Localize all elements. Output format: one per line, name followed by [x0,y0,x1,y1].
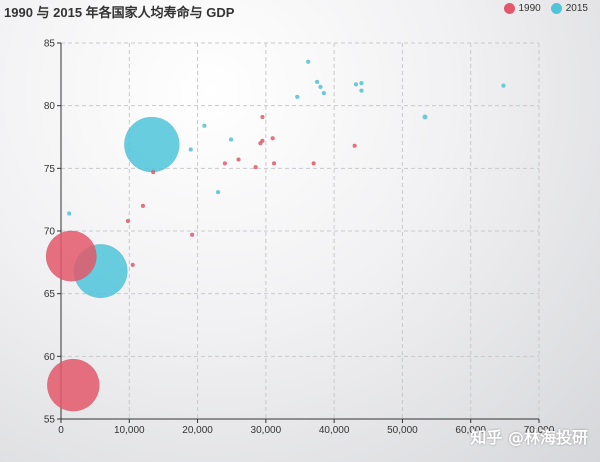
bubble-2015[interactable] [314,79,320,85]
bubble-1990[interactable] [236,157,241,162]
bubble-2015[interactable] [202,123,207,128]
bubble-1990[interactable] [130,262,135,268]
bubble-2015[interactable] [215,189,221,195]
bubble-2015[interactable] [422,114,428,120]
bubble-1990[interactable] [125,218,131,224]
legend-label-1990: 1990 [518,3,541,14]
y-tick-label: 55 [44,415,56,426]
bubble-1990[interactable] [260,138,265,144]
bubble-2015[interactable] [66,211,72,216]
y-tick-label: 60 [44,352,56,363]
x-tick-label: 30,000 [251,425,282,436]
legend-marker-1990 [503,3,515,14]
y-tick-label: 75 [44,164,56,175]
bubble-1990[interactable] [222,161,228,166]
bubble-2015[interactable] [353,82,359,87]
bubble-1990[interactable] [46,358,100,412]
bubble-2015[interactable] [359,88,364,93]
bubble-1990[interactable] [189,232,195,238]
chart-title: 1990 与 2015 年各国家人均寿命与 GDP [4,5,235,20]
bubble-2015[interactable] [318,84,323,90]
bubble-2015[interactable] [321,90,327,96]
bubble-1990[interactable] [260,114,265,120]
bubble-2015[interactable] [188,147,193,152]
x-tick-label: 20,000 [182,425,213,436]
y-tick-label: 70 [44,227,56,238]
bubble-1990[interactable] [140,203,146,209]
bubble-2015[interactable] [305,59,311,65]
legend[interactable]: 1990 2015 [503,3,588,14]
bubble-1990[interactable] [271,161,277,166]
bubble-1990[interactable] [253,164,258,170]
bubble-2015[interactable] [295,94,300,100]
x-tick-label: 50,000 [387,425,418,436]
x-tick-label: 0 [58,425,64,436]
bubble-1990[interactable] [311,161,316,166]
x-tick-label: 40,000 [319,425,350,436]
x-tick-label: 70,000 [524,425,555,436]
watermark: 知乎 @林海投研 [470,428,588,447]
legend-item-1990[interactable]: 1990 [503,3,541,14]
bubble-1990[interactable] [270,136,275,141]
bubble-2015[interactable] [359,80,364,86]
legend-item-2015[interactable]: 2015 [550,3,588,14]
y-tick-label: 85 [44,39,56,50]
bubble-2015[interactable] [123,116,180,173]
bubble-1990[interactable] [150,169,156,175]
bubble-2015[interactable] [228,137,234,142]
bubble-1990[interactable] [352,143,357,149]
x-tick-label: 60,000 [455,425,486,436]
y-tick-label: 80 [44,101,56,112]
x-tick-label: 10,000 [114,425,145,436]
bubble-2015[interactable] [501,83,506,88]
legend-label-2015: 2015 [565,3,588,14]
bubble-1990[interactable] [45,230,97,282]
y-tick-label: 65 [44,289,56,300]
legend-marker-2015 [550,3,562,14]
